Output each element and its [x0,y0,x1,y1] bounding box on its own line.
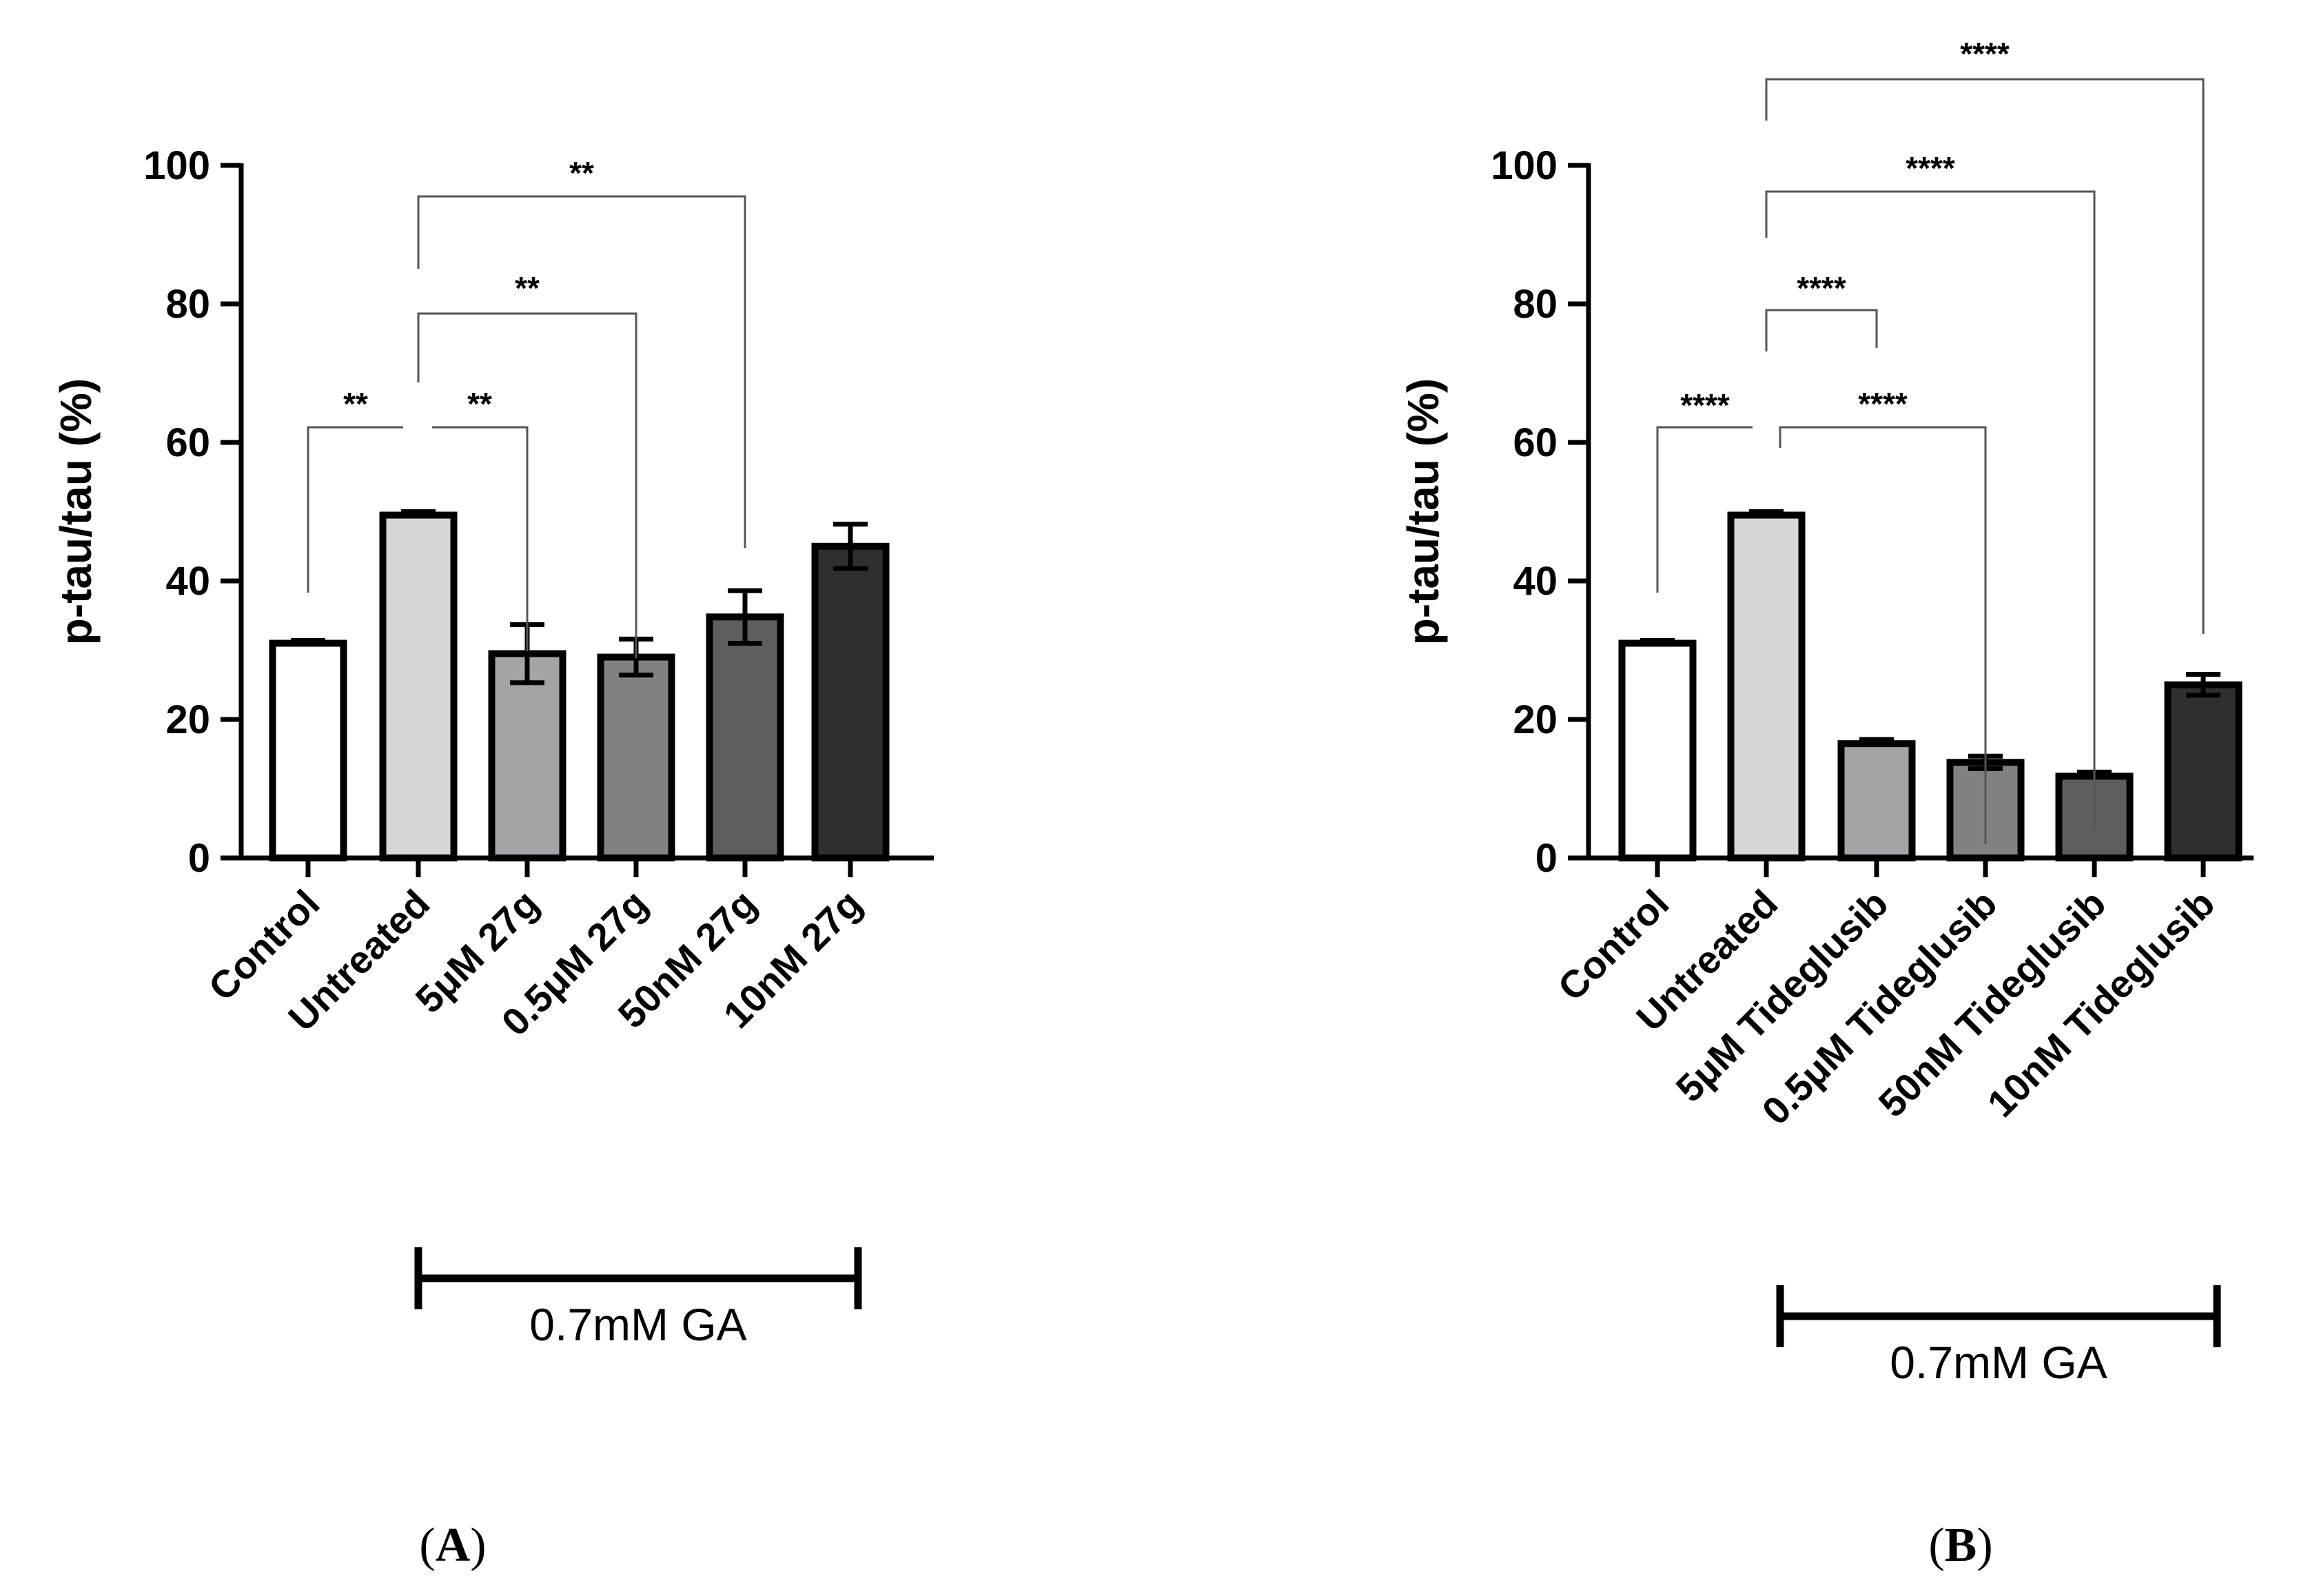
y-tick-label: 60 [165,420,210,465]
y-tick-label: 0 [188,836,210,881]
y-axis-label: p-tau/tau (%) [1398,378,1448,646]
significance-bracket-0 [307,426,403,593]
significance-label-2: **** [1797,270,1846,306]
y-axis-label: p-tau/tau (%) [51,378,101,646]
significance-label-1: **** [1858,386,1908,422]
panel-label: (B) [1928,1519,1992,1572]
treatment-bracket-label: 0.7mM GA [529,1299,746,1350]
y-tick-label: 20 [1513,697,1558,742]
panel-label: (A) [419,1519,486,1572]
bar-5 [811,542,890,861]
significance-bracket-1 [432,426,529,651]
significance-bracket-3 [417,195,746,548]
significance-label-2: ** [515,270,540,306]
bar-1 [1727,511,1806,862]
bar-4 [706,613,784,861]
y-tick-label: 80 [165,282,210,327]
significance-label-4: **** [1960,36,2010,72]
bar-0 [269,640,347,861]
bar-0 [1618,640,1697,861]
treatment-bracket-label: 0.7mM GA [1890,1337,2107,1388]
significance-bracket-1 [1779,426,1987,844]
y-tick-label: 100 [143,143,210,188]
significance-bracket-4 [1765,78,2205,634]
significance-label-0: **** [1680,387,1730,423]
significance-bracket-2 [1765,309,1878,351]
significance-bracket-0 [1656,426,1753,593]
bar-1 [379,511,458,862]
bar-5 [2164,681,2243,861]
y-tick-label: 100 [1491,143,1558,188]
y-tick-label: 0 [1535,836,1558,881]
significance-label-3: **** [1906,150,1955,186]
significance-label-1: ** [467,386,492,422]
y-tick-label: 60 [1513,420,1558,465]
significance-bracket-3 [1765,190,2096,830]
y-tick-label: 40 [165,559,210,604]
y-tick-label: 80 [1513,282,1558,327]
bar-2 [1837,740,1916,862]
y-tick-label: 40 [1513,559,1558,604]
significance-bracket-2 [417,312,637,658]
bar-3 [597,653,675,861]
y-tick-label: 20 [165,697,210,742]
significance-label-3: ** [569,155,594,191]
significance-label-0: ** [343,386,368,422]
